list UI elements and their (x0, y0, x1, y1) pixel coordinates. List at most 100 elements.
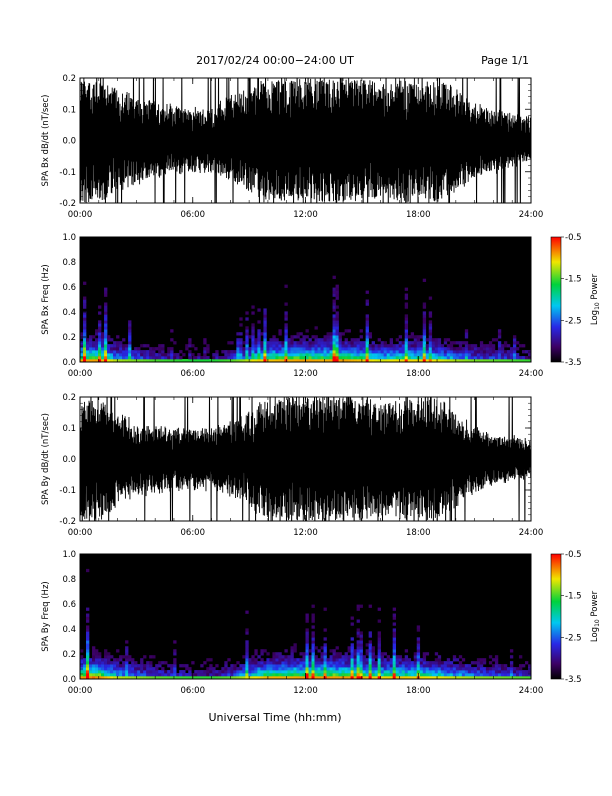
spectrogram-cell (323, 628, 327, 632)
spectrogram-cell (365, 326, 369, 330)
spectrogram-cell (128, 359, 132, 363)
spectrogram-cell (407, 359, 412, 363)
y-tick-label: 0.4 (62, 308, 76, 318)
spectrogram-cell (176, 359, 180, 363)
spectrogram-cell (245, 332, 249, 336)
y-tick-label: -0.1 (59, 486, 76, 496)
spectrogram-cell (497, 356, 502, 360)
spectrogram-cell (107, 335, 111, 339)
spectrogram-cell (440, 670, 445, 674)
spectrogram-cell (203, 359, 207, 363)
spectrogram-cell (146, 670, 150, 674)
spectrogram-cell (341, 658, 345, 662)
spectrogram-cell (452, 658, 457, 662)
spectrogram-cell (527, 350, 532, 354)
spectrogram-cell (365, 317, 369, 321)
spectrogram-cell (461, 356, 466, 360)
spectrogram-cell (425, 350, 430, 354)
spectrogram-cell (428, 335, 433, 339)
spectrogram-cell (377, 658, 381, 662)
spectrogram-cell (284, 314, 288, 318)
spectrogram-cell (311, 658, 315, 662)
spectrogram-cell (158, 344, 162, 348)
spectrogram-cell (365, 347, 369, 351)
spectrogram-cell (404, 332, 409, 336)
spectrogram-cell (329, 664, 333, 668)
spectrogram-cell (245, 667, 249, 671)
spectrogram-cell (92, 673, 96, 677)
spectrogram-cell (479, 350, 484, 354)
spectrogram-cell (377, 637, 381, 641)
spectrogram-cell (464, 329, 469, 333)
spectrogram-cell (272, 347, 276, 351)
spectrogram-cell (260, 353, 264, 357)
spectrogram-cell (98, 353, 102, 357)
spectrogram-cell (407, 667, 412, 671)
spectrogram-cell (488, 350, 493, 354)
spectrogram-cell (293, 347, 297, 351)
y-tick-label: 0.2 (62, 74, 76, 84)
spectrogram-cell (398, 676, 403, 680)
spectrogram-cell (365, 643, 369, 647)
spectrogram-cell (401, 347, 406, 351)
spectrogram-cell (284, 284, 288, 288)
spectrogram-cell (203, 350, 207, 354)
spectrogram-cell (368, 670, 372, 674)
spectrogram-cell (407, 353, 412, 357)
spectrogram-cell (386, 673, 390, 677)
spectrogram-cell (140, 353, 144, 357)
spectrogram-cell (314, 676, 318, 680)
spectrogram-cell (125, 664, 129, 668)
spectrogram-cell (278, 670, 282, 674)
spectrogram-cell (290, 344, 294, 348)
spectrogram-cell (230, 341, 234, 345)
spectrogram-cell (272, 652, 276, 656)
spectrogram-cell (422, 664, 427, 668)
spectrogram-cell (332, 287, 336, 291)
spectrogram-cell (86, 655, 90, 659)
spectrogram-cell (260, 670, 264, 674)
spectrogram-cell (284, 649, 288, 653)
spectrogram-cell (338, 670, 342, 674)
spectrogram-cell (116, 649, 120, 653)
spectrogram-cell (80, 649, 84, 653)
spectrogram-cell (401, 670, 406, 674)
spectrogram-cell (293, 667, 297, 671)
spectrogram-cell (305, 652, 309, 656)
spectrogram-cell (356, 670, 360, 674)
spectrogram-cell (122, 655, 126, 659)
spectrogram-cell (128, 676, 132, 680)
spectrogram-cell (146, 664, 150, 668)
spectrogram-cell (95, 676, 99, 680)
spectrogram-cell (140, 667, 144, 671)
spectrogram-cell (431, 356, 436, 360)
spectrogram-cell (86, 353, 90, 357)
spectrogram-cell (104, 673, 108, 677)
spectrogram-cell (110, 676, 114, 680)
spectrogram-cell (431, 341, 436, 345)
spectrogram-cell (428, 670, 433, 674)
spectrogram-cell (128, 326, 132, 330)
spectrogram-cell (305, 673, 309, 677)
spectrogram-cell (299, 353, 303, 357)
spectrogram-cell (164, 673, 168, 677)
spectrogram-cell (110, 664, 114, 668)
spectrogram-cell (92, 350, 96, 354)
x-tick-label: 18:00 (406, 369, 431, 379)
spectrogram-cell (458, 356, 463, 360)
spectrogram-cell (512, 670, 517, 674)
spectrogram-cell (521, 356, 526, 360)
spectrogram-cell (92, 341, 96, 345)
spectrogram-cell (356, 350, 360, 354)
spectrogram-cell (104, 320, 108, 324)
spectrogram-cell (113, 667, 117, 671)
spectrogram-cell (305, 649, 309, 653)
spectrogram-cell (83, 676, 87, 680)
spectrogram-cell (377, 649, 381, 653)
spectrogram-cell (344, 670, 348, 674)
spectrogram-cell (359, 664, 363, 668)
spectrogram-cell (290, 359, 294, 363)
spectrogram-cell (449, 353, 454, 357)
spectrogram-cell (431, 667, 436, 671)
